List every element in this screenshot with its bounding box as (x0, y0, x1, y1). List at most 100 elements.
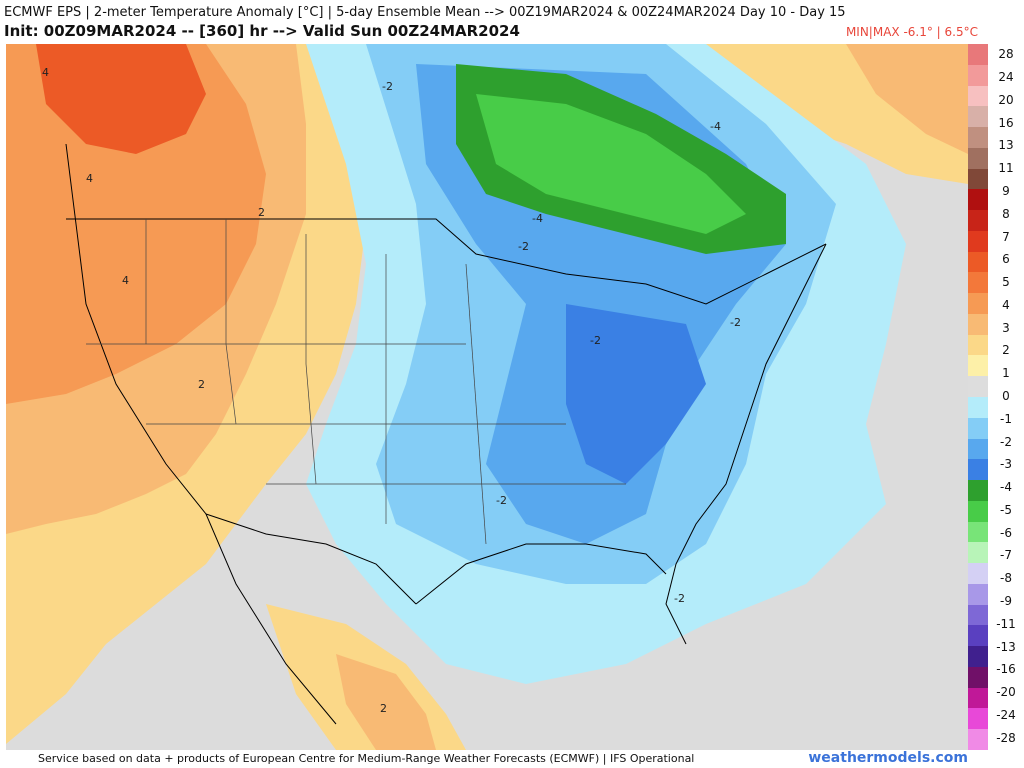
colorbar-swatch (968, 272, 988, 294)
colorbar-label: -7 (1000, 548, 1012, 563)
colorbar-swatch (968, 355, 988, 377)
colorbar-label: 13 (998, 138, 1014, 153)
contour-label: -2 (674, 592, 685, 605)
colorbar-label: 7 (1002, 229, 1010, 244)
contour-label: 2 (380, 702, 387, 715)
colorbar-swatch (968, 397, 988, 419)
footer: Service based on data + products of Euro… (0, 750, 1024, 768)
contour-label: -2 (382, 80, 393, 93)
colorbar-swatch (968, 625, 988, 647)
colorbar-swatch (968, 563, 988, 585)
contour-label: 2 (258, 206, 265, 219)
colorbar-label: 20 (998, 92, 1014, 107)
colorbar-swatch (968, 376, 988, 398)
colorbar-label: -13 (996, 639, 1016, 654)
colorbar-swatch (968, 438, 988, 460)
colorbar-label: 4 (1002, 297, 1010, 312)
contour-label: -2 (730, 316, 741, 329)
header: ECMWF EPS | 2-meter Temperature Anomaly … (0, 0, 1024, 44)
colorbar-label: -6 (1000, 525, 1012, 540)
political-borders (65, 143, 827, 725)
colorbar-swatch (968, 604, 988, 626)
colorbar-swatch (968, 480, 988, 502)
contour-label: 2 (198, 378, 205, 391)
warm-anomaly-region-west-core (6, 44, 266, 404)
east-coast (665, 243, 827, 645)
colorbar-swatch (968, 230, 988, 253)
us-mexico-border (205, 513, 417, 605)
map-svg: 4 4 4 2 2 -2 -2 -2 -2 -2 -2 2 -4 -4 (6, 44, 968, 750)
us-canada-border (66, 218, 827, 305)
colorbar-label: 8 (1002, 206, 1010, 221)
colorbar-legend: 28 24 20 16 13 11 9 8 7 6 5 4 3 2 1 0 -1 -2 -3 -4 -5 -6 -7 -8 -9… (968, 44, 1024, 751)
colorbar-swatch (968, 293, 988, 315)
contour-label: -4 (710, 120, 721, 133)
contour-label: 4 (42, 66, 49, 79)
colorbar-label: 1 (1002, 366, 1010, 381)
colorbar-swatch (968, 729, 988, 751)
colorbar-swatch (968, 106, 988, 128)
contour-label: 4 (122, 274, 129, 287)
cold-anomaly-region-core (566, 304, 706, 484)
colorbar-swatch (968, 210, 988, 232)
brand-link[interactable]: weathermodels.com (808, 750, 968, 766)
cold-anomaly-region-green-inner (476, 94, 746, 234)
map-title: ECMWF EPS | 2-meter Temperature Anomaly … (4, 5, 846, 20)
colorbar-swatch (968, 147, 988, 170)
colorbar-swatch (968, 459, 988, 481)
colorbar-swatch (968, 708, 988, 730)
colorbar-swatch (968, 334, 988, 356)
colorbar-swatch (968, 666, 988, 689)
colorbar-swatch (968, 189, 988, 211)
colorbar-swatch (968, 85, 988, 107)
map-subtitle: Init: 00Z09MAR2024 -- [360] hr --> Valid… (4, 22, 520, 40)
colorbar-label: -4 (1000, 480, 1012, 495)
colorbar-label: -2 (1000, 434, 1012, 449)
colorbar-label: 6 (1002, 252, 1010, 267)
colorbar-label: -9 (1000, 593, 1012, 608)
colorbar-swatch (968, 127, 988, 149)
colorbar-swatch (968, 521, 988, 543)
colorbar-label: 16 (998, 115, 1014, 130)
data-credit: Service based on data + products of Euro… (38, 752, 695, 765)
colorbar-swatch (968, 583, 988, 606)
colorbar-swatch (968, 313, 988, 336)
contour-label: -2 (590, 334, 601, 347)
colorbar-label: -3 (1000, 457, 1012, 472)
state-borders (86, 219, 626, 545)
colorbar-label: -5 (1000, 502, 1012, 517)
colorbar-swatch (968, 64, 988, 86)
contour-label: -2 (496, 494, 507, 507)
colorbar-label: 9 (1002, 184, 1010, 199)
temperature-anomaly-map: 4 4 4 2 2 -2 -2 -2 -2 -2 -2 2 -4 -4 (6, 44, 968, 750)
colorbar-label: -20 (996, 685, 1016, 700)
colorbar-label: 2 (1002, 343, 1010, 358)
colorbar-label: 11 (998, 161, 1014, 176)
colorbar-label: 24 (998, 70, 1014, 85)
min-max-readout: MIN|MAX -6.1° | 6.5°C (845, 25, 978, 39)
colorbar-swatch (968, 542, 988, 564)
warm-anomaly-region-northeast-core (846, 44, 968, 154)
colorbar-label: 5 (1002, 275, 1010, 290)
contour-label: -4 (532, 212, 543, 225)
colorbar-swatch (968, 168, 988, 190)
gulf-coast (415, 543, 667, 605)
colorbar-swatch (968, 646, 988, 668)
colorbar-label: 3 (1002, 320, 1010, 335)
warm-anomaly-region-nw-peak (36, 44, 206, 154)
colorbar-label: 28 (998, 47, 1014, 62)
contour-label: -2 (518, 240, 529, 253)
colorbar-label: 0 (1002, 389, 1010, 403)
colorbar-swatch (968, 500, 988, 523)
colorbar-label: -8 (1000, 571, 1012, 586)
colorbar-swatch (968, 687, 988, 709)
colorbar-swatch (968, 44, 988, 66)
colorbar-label: -11 (996, 616, 1016, 631)
west-coast (65, 143, 337, 725)
colorbar-swatch (968, 251, 988, 273)
warm-anomaly-region-mexico-core (336, 654, 436, 750)
colorbar-swatch (968, 417, 988, 439)
colorbar-label: -28 (996, 730, 1016, 745)
colorbar-label: -24 (996, 707, 1016, 722)
colorbar-label: -1 (1000, 411, 1012, 426)
